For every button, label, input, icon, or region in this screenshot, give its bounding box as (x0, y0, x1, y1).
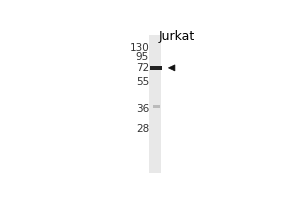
Text: 36: 36 (136, 104, 149, 114)
Text: Jurkat: Jurkat (159, 30, 195, 43)
Text: 95: 95 (136, 52, 149, 62)
Text: 28: 28 (136, 124, 149, 134)
Bar (153, 105, 160, 108)
Polygon shape (168, 65, 175, 71)
Bar (148, 35, 161, 173)
Bar (151, 66, 162, 70)
Text: 130: 130 (129, 43, 149, 53)
Text: 72: 72 (136, 63, 149, 73)
Text: 55: 55 (136, 77, 149, 87)
